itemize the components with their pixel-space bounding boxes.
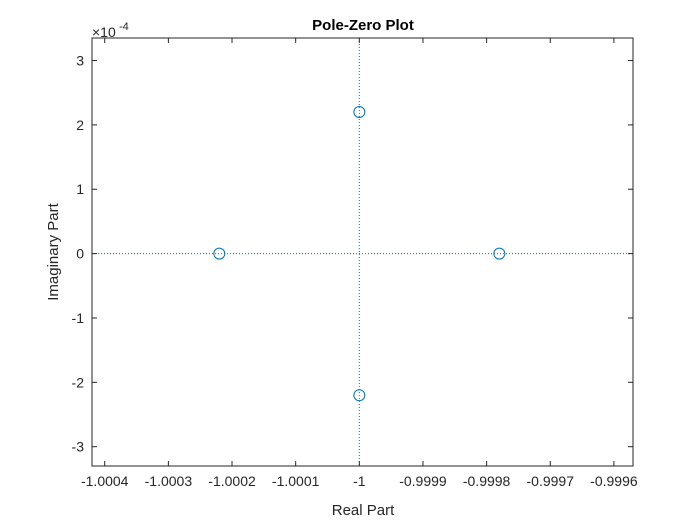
y-tick-label: -3 [72, 439, 85, 455]
chart-title: Pole-Zero Plot [312, 17, 414, 34]
x-tick-label: -0.9996 [590, 473, 638, 489]
x-tick-label: -1.0003 [145, 473, 193, 489]
zero-marker [353, 106, 366, 119]
y-axis: -3 -2 -1 0 1 2 3 [72, 53, 633, 455]
axes-box [91, 37, 634, 467]
x-tick-label: -1.0004 [81, 473, 129, 489]
x-tick-label: -1.0001 [272, 473, 320, 489]
y-tick-label: -1 [72, 310, 85, 326]
y-tick-label: 2 [76, 117, 84, 133]
zero-marker [213, 247, 226, 260]
x-axis: -1.0004 -1.0003 -1.0002 -1.0001 -1 -0.9999 -0.… [81, 38, 638, 489]
y-axis-exponent-base: ×10 [92, 24, 116, 40]
y-axis-exponent: ×10 -4 [92, 21, 129, 40]
x-tick-label: -0.9997 [527, 473, 575, 489]
x-tick-label: -1 [353, 473, 366, 489]
y-tick-label: 1 [76, 181, 84, 197]
x-tick-label: -1.0002 [208, 473, 256, 489]
zero-marker [493, 247, 506, 260]
x-axis-label: Real Part [332, 502, 395, 519]
x-tick-label: -0.9998 [463, 473, 511, 489]
y-tick-label: 3 [76, 53, 84, 69]
y-axis-label: Imaginary Part [45, 202, 62, 300]
reference-lines [92, 38, 633, 466]
y-tick-label: -2 [72, 374, 85, 390]
plot-frame [91, 37, 634, 467]
y-tick-label: 0 [76, 246, 84, 262]
data-points [213, 106, 506, 402]
y-axis-exponent-power: -4 [119, 21, 129, 33]
zero-marker [353, 389, 366, 402]
x-tick-label: -0.9999 [399, 473, 447, 489]
